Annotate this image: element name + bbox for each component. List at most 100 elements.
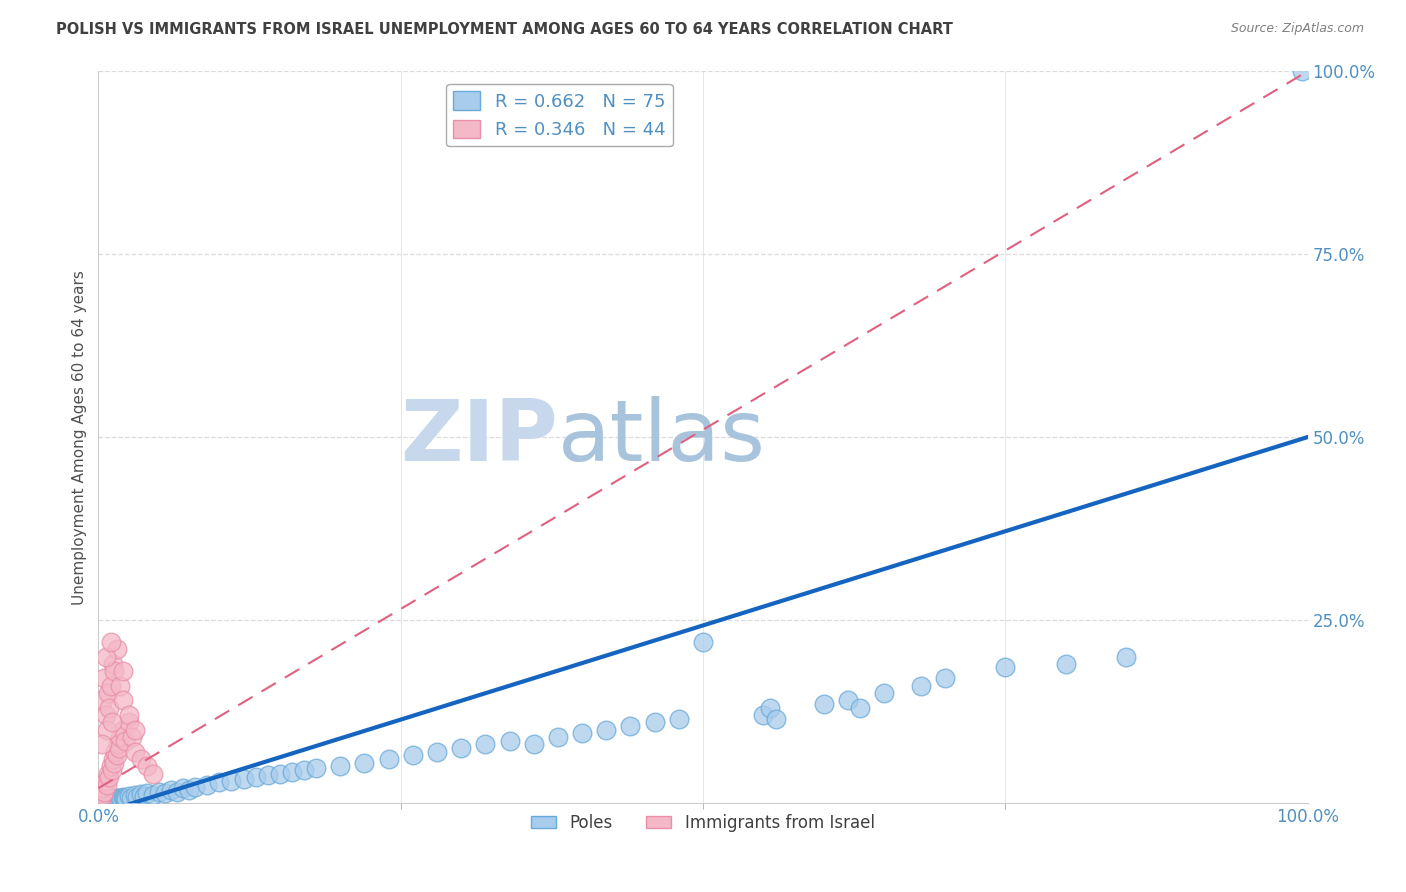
Point: [1291, 64, 1313, 78]
Point: [111, 723, 134, 737]
Point: [94, 794, 117, 808]
Point: [101, 752, 124, 766]
Point: [208, 775, 231, 789]
Point: [118, 789, 141, 804]
Point: [523, 737, 546, 751]
Text: POLISH VS IMMIGRANTS FROM ISRAEL UNEMPLOYMENT AMONG AGES 60 TO 64 YEARS CORRELAT: POLISH VS IMMIGRANTS FROM ISRAEL UNEMPLO…: [56, 22, 953, 37]
Point: [93, 672, 115, 686]
Point: [245, 770, 267, 784]
Point: [91, 794, 114, 808]
Point: [97, 766, 120, 780]
Point: [166, 785, 188, 799]
Point: [96, 778, 118, 792]
Point: [195, 778, 218, 792]
Point: [269, 766, 291, 780]
Point: [94, 773, 117, 788]
Point: [668, 712, 690, 726]
Point: [105, 748, 128, 763]
Point: [96, 792, 118, 806]
Point: [105, 792, 128, 806]
Point: [134, 789, 156, 804]
Point: [108, 730, 131, 744]
Point: [108, 679, 131, 693]
Point: [118, 708, 141, 723]
Point: [1115, 649, 1137, 664]
Point: [111, 789, 134, 804]
Point: [100, 792, 122, 806]
Point: [96, 723, 118, 737]
Point: [135, 786, 157, 800]
Point: [94, 708, 117, 723]
Point: [172, 781, 194, 796]
Point: [142, 788, 165, 802]
Point: [129, 787, 152, 801]
Point: [305, 761, 328, 775]
Point: [98, 770, 121, 784]
Point: [292, 763, 315, 777]
Point: [148, 785, 170, 799]
Point: [256, 768, 278, 782]
Point: [595, 723, 617, 737]
Point: [179, 783, 201, 797]
Point: [281, 765, 304, 780]
Point: [142, 766, 165, 780]
Point: [813, 697, 835, 711]
Point: [127, 789, 149, 804]
Point: [121, 730, 143, 744]
Y-axis label: Unemployment Among Ages 60 to 64 years: Unemployment Among Ages 60 to 64 years: [72, 269, 87, 605]
Point: [135, 759, 157, 773]
Point: [101, 791, 124, 805]
Point: [98, 791, 121, 805]
Point: [107, 791, 129, 805]
Point: [124, 789, 146, 803]
Point: [153, 786, 176, 800]
Point: [91, 794, 114, 808]
Point: [100, 763, 122, 777]
Point: [91, 693, 114, 707]
Point: [108, 793, 131, 807]
Point: [111, 693, 134, 707]
Point: [547, 730, 569, 744]
Point: [93, 785, 115, 799]
Point: [97, 793, 120, 807]
Point: [353, 756, 375, 770]
Point: [1054, 657, 1077, 671]
Point: [752, 708, 775, 723]
Point: [758, 700, 780, 714]
Point: [329, 759, 352, 773]
Point: [111, 664, 134, 678]
Point: [112, 791, 135, 805]
Point: [101, 657, 124, 671]
Point: [103, 756, 125, 770]
Point: [765, 712, 787, 726]
Point: [129, 752, 152, 766]
Point: [90, 792, 112, 806]
Point: [873, 686, 896, 700]
Point: [108, 740, 131, 755]
Point: [104, 745, 127, 759]
Point: [402, 748, 425, 763]
Point: [100, 635, 122, 649]
Point: [619, 719, 641, 733]
Point: [124, 723, 146, 737]
Point: [837, 693, 859, 707]
Point: [115, 792, 138, 806]
Point: [110, 792, 132, 806]
Point: [692, 635, 714, 649]
Point: [91, 781, 114, 796]
Point: [114, 733, 136, 747]
Point: [221, 773, 243, 788]
Point: [426, 745, 449, 759]
Point: [474, 737, 496, 751]
Point: [644, 715, 666, 730]
Point: [934, 672, 956, 686]
Point: [100, 793, 122, 807]
Point: [184, 780, 207, 794]
Point: [232, 772, 254, 787]
Point: [160, 782, 183, 797]
Point: [124, 745, 146, 759]
Point: [93, 793, 115, 807]
Point: [103, 792, 125, 806]
Point: [104, 790, 127, 805]
Point: [571, 726, 593, 740]
